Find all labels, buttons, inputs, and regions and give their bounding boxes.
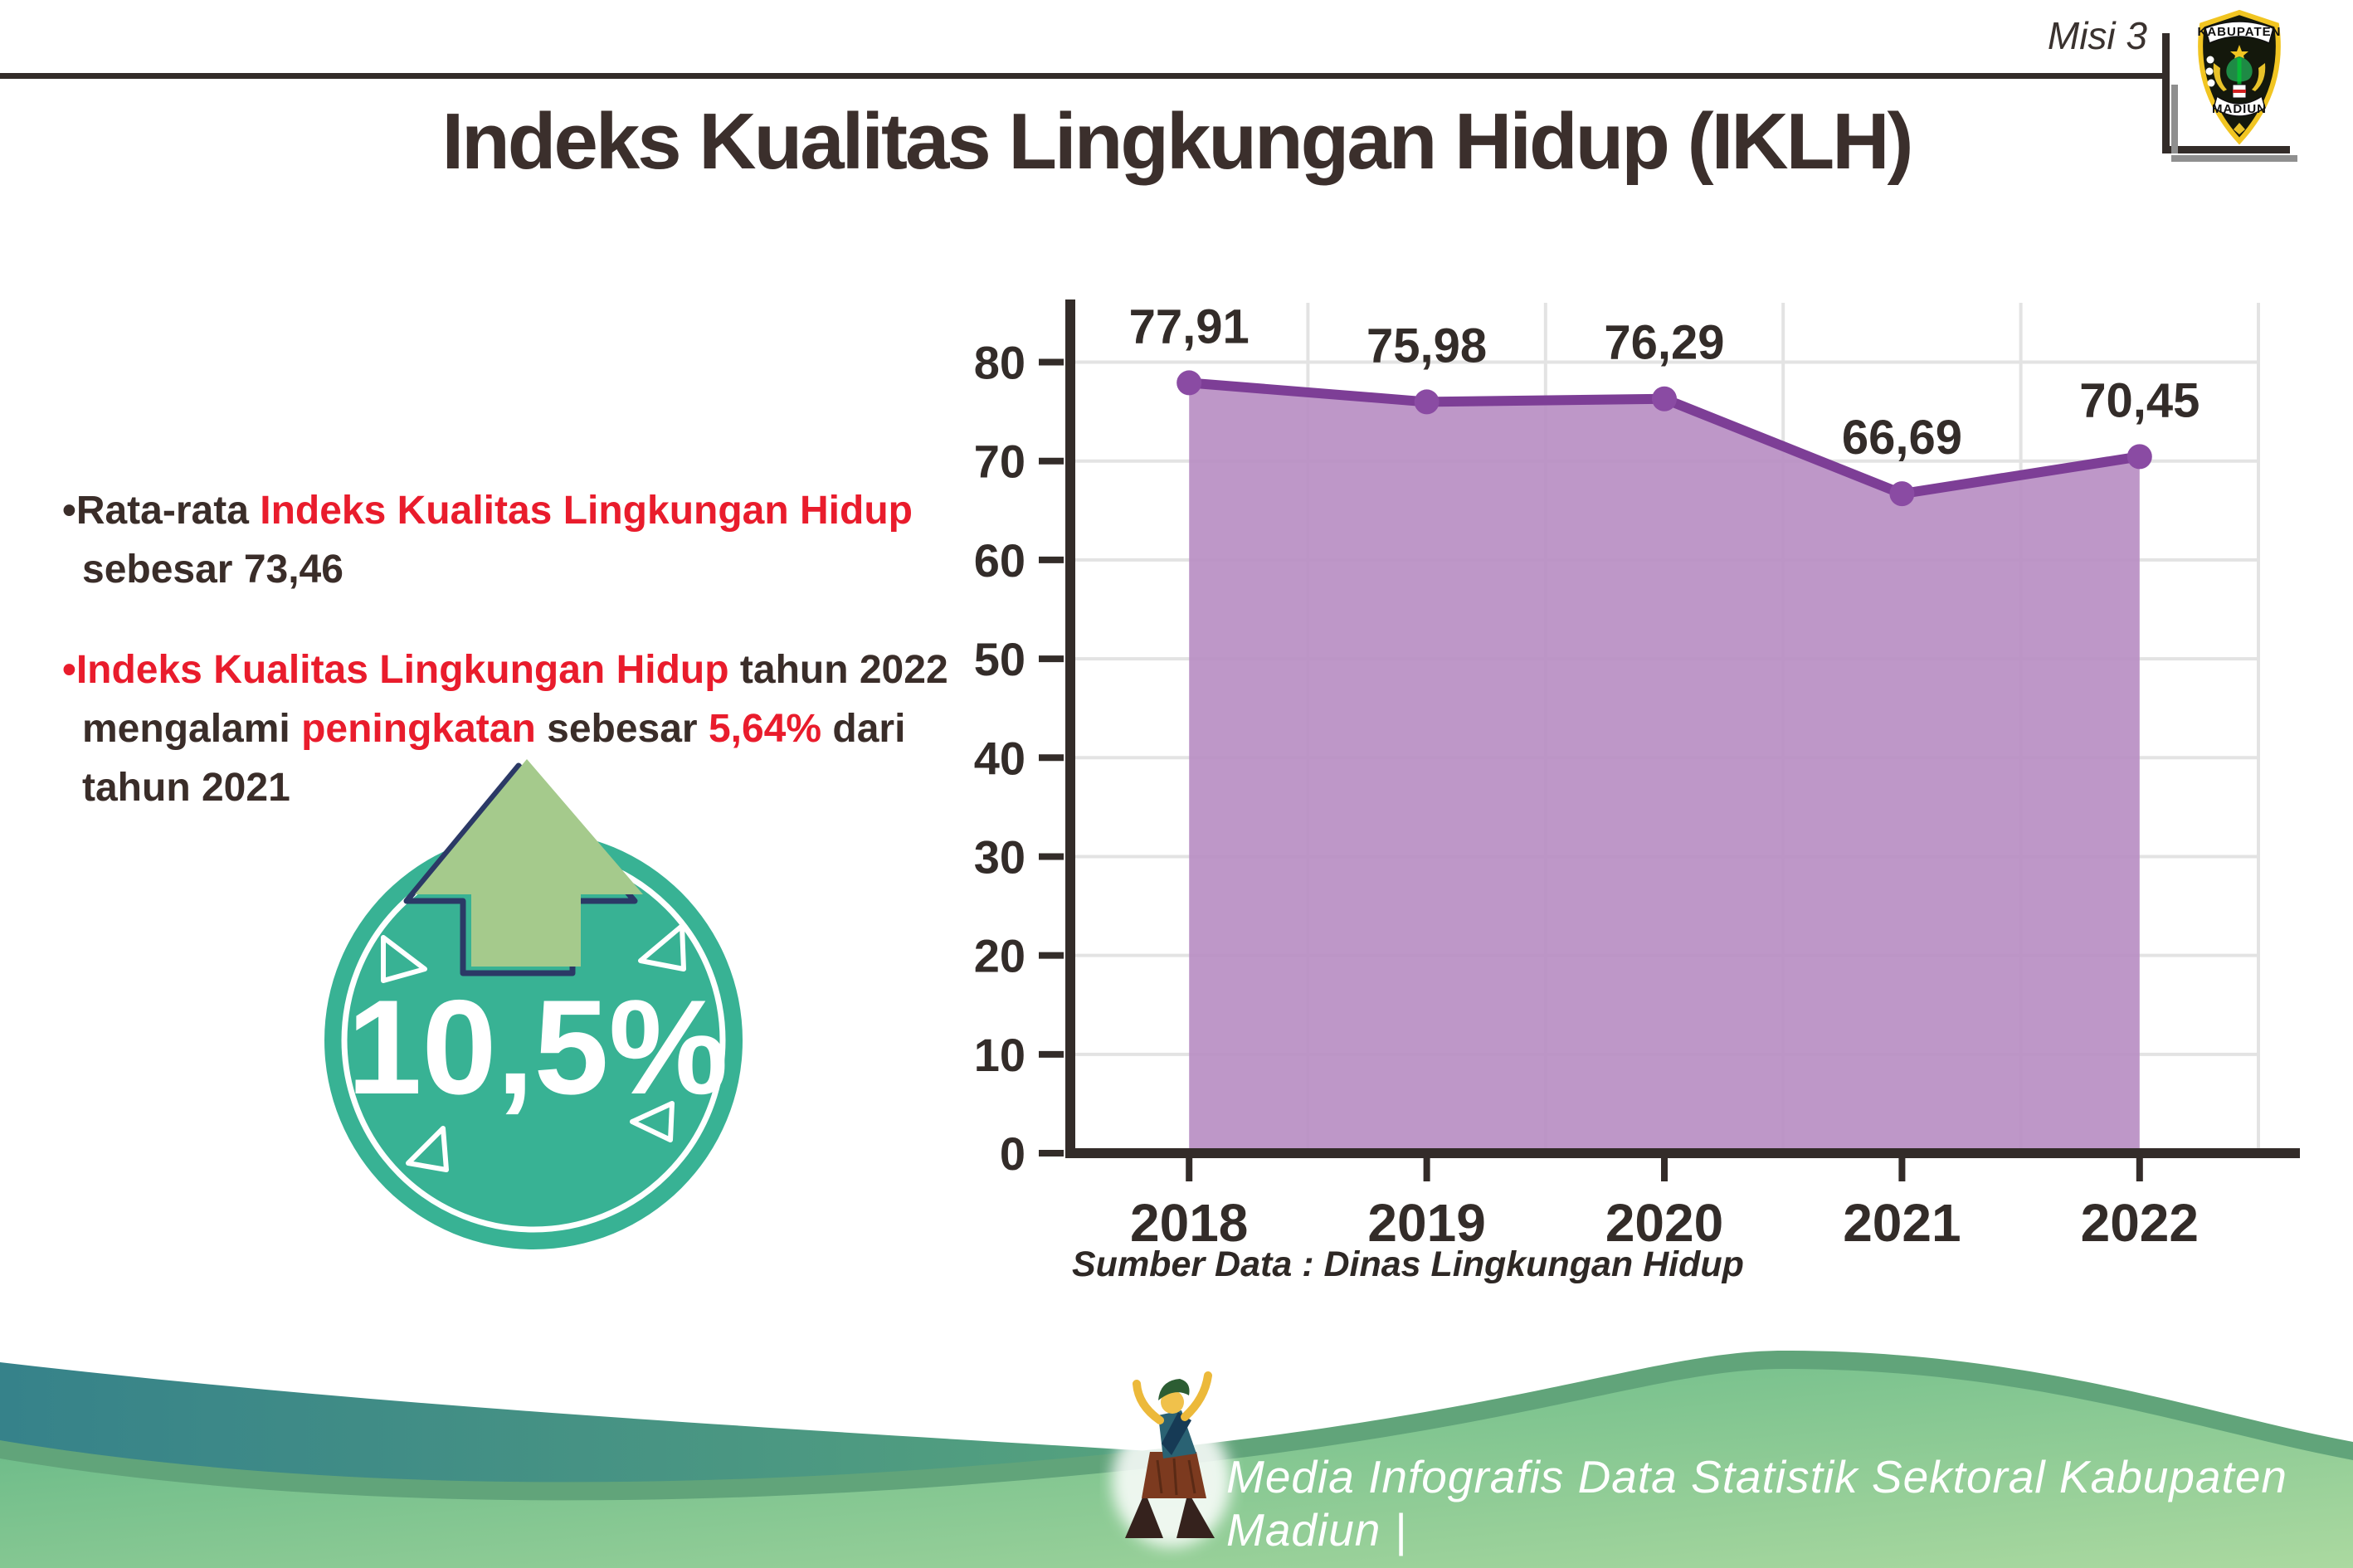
bullet2-text2: mengalami (82, 707, 302, 752)
svg-text:60: 60 (974, 534, 1025, 587)
bullet1-text: Rata-rata (76, 489, 261, 533)
svg-text:70: 70 (974, 436, 1025, 488)
bullet2-highlight2: peningkatan (301, 707, 536, 752)
bullet2-highlight1: Indeks Kualitas Lingkungan Hidup (76, 648, 729, 692)
mission-label: Misi 3 (2047, 14, 2147, 57)
bullet1-line2: sebesar 73,46 (82, 548, 343, 592)
bullet1-highlight: Indeks Kualitas Lingkungan Hidup (260, 489, 913, 533)
crest-tail-ornament (2234, 123, 2245, 134)
center-shield-band (2233, 90, 2246, 93)
svg-text:20: 20 (974, 930, 1025, 982)
bullet2-text3: sebesar (535, 707, 709, 752)
logo-top-text: KABUPATEN (2198, 25, 2282, 39)
header-rule (0, 73, 2167, 79)
up-arrow-icon (415, 759, 643, 967)
logo-bottom-text: MADIUN (2212, 102, 2267, 116)
flower-icon (2206, 56, 2214, 64)
svg-text:80: 80 (974, 337, 1025, 389)
accent-triangle (406, 1126, 449, 1172)
svg-text:0: 0 (1000, 1127, 1025, 1180)
svg-text:2020: 2020 (1605, 1193, 1723, 1253)
star-icon (2230, 45, 2248, 62)
accent-triangle (381, 935, 427, 983)
svg-text:30: 30 (974, 830, 1025, 883)
wing-right-icon (2252, 63, 2266, 91)
bullet-dot: • (62, 648, 76, 692)
bullet-iklh-increase: •Indeks Kualitas Lingkungan Hidup tahun … (62, 640, 1011, 817)
iklh-area-chart: 0 10 20 30 40 50 60 70 80 77,91 2018 75,98 2019 76,29… (974, 299, 2300, 1253)
bullet-average-iklh: •Rata-rata Indeks Kualitas Lingkungan Hi… (62, 481, 1011, 599)
svg-text:2019: 2019 (1367, 1193, 1485, 1253)
svg-text:77,91: 77,91 (1129, 299, 1250, 353)
badge-percentage: 10,5% (347, 972, 728, 1122)
svg-text:2022: 2022 (2081, 1193, 2199, 1253)
increase-badge: 10,5% (324, 759, 743, 1249)
svg-text:2018: 2018 (1130, 1193, 1248, 1253)
chart-layer: 0 10 20 30 40 50 60 70 80 77,91 2018 75,98 2019 76,29… (974, 299, 2300, 1253)
svg-text:75,98: 75,98 (1366, 319, 1487, 373)
bullet-dot: • (62, 489, 76, 533)
crest-top-ribbon (2204, 21, 2274, 45)
footer-caption: Media Infografis Data Statistik Sektoral… (1226, 1451, 2288, 1556)
bullet2-line3: tahun 2021 (82, 766, 290, 811)
kabupaten-madiun-logo: KABUPATEN MADIUN (2198, 9, 2282, 145)
corner-bracket-horizontal (2162, 146, 2290, 153)
wing-left-icon (2213, 63, 2227, 91)
bracket-shadow-horizontal (2171, 155, 2297, 162)
svg-text:2021: 2021 (1843, 1193, 1961, 1253)
tree-trunk (2237, 58, 2242, 91)
svg-text:76,29: 76,29 (1604, 316, 1724, 370)
svg-text:50: 50 (974, 633, 1025, 685)
up-arrow-outline (403, 762, 638, 976)
footer-waves (0, 1351, 2353, 1568)
page-title: Indeks Kualitas Lingkungan Hidup (IKLH) (441, 97, 1913, 186)
svg-text:70,45: 70,45 (2079, 373, 2200, 427)
svg-text:40: 40 (974, 732, 1025, 784)
bullet2-highlight3: 5,64% (708, 707, 822, 752)
source-note: Sumber Data : Dinas Lingkungan Hidup (1072, 1244, 1744, 1284)
svg-text:66,69: 66,69 (1842, 411, 1962, 465)
bullet2-text4: dari (821, 707, 906, 752)
corner-bracket-vertical (2162, 33, 2170, 153)
flower-icon (2207, 79, 2215, 87)
mascot-icon (1112, 1371, 1231, 1547)
accent-triangle (630, 1101, 675, 1142)
flower-icon (2205, 67, 2214, 75)
crest-bottom-ribbon (2213, 95, 2266, 117)
bullet2-text1: tahun 2022 (728, 648, 948, 692)
svg-text:10: 10 (974, 1029, 1025, 1081)
accent-triangle (638, 923, 686, 971)
bracket-shadow-vertical (2171, 85, 2178, 153)
